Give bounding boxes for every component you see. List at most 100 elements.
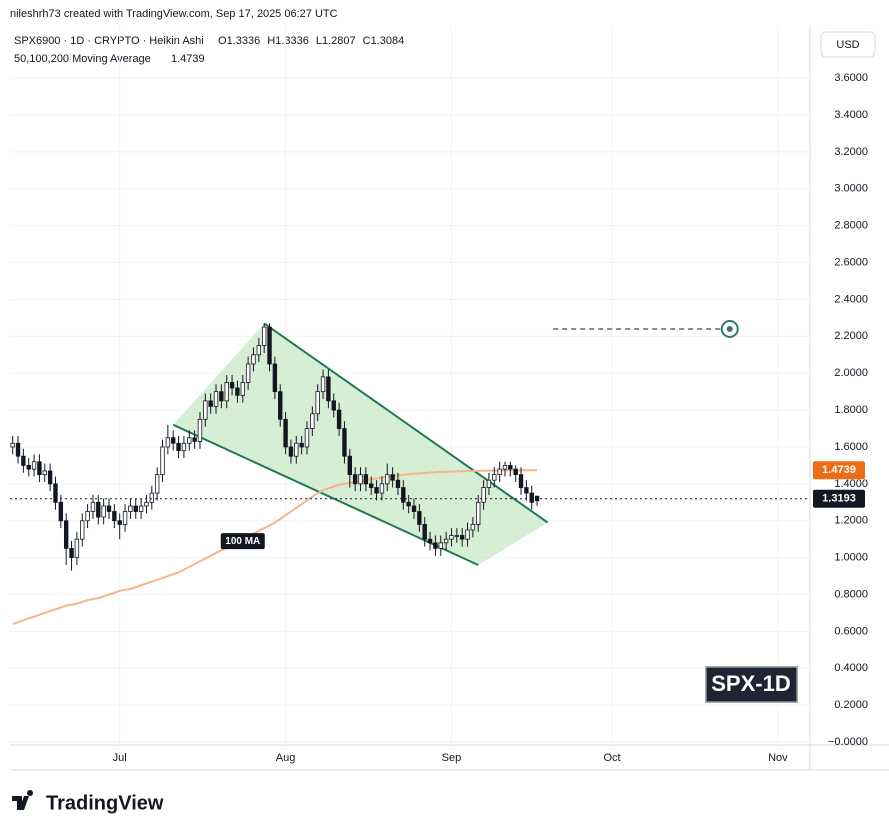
y-tick-label: −0.0000 xyxy=(828,736,868,748)
candle-body xyxy=(15,442,21,457)
candle-body xyxy=(26,465,31,470)
y-tick-label: 0.2000 xyxy=(834,699,868,711)
candle-body xyxy=(513,468,518,476)
y-tick-label: 3.6000 xyxy=(834,72,868,84)
candle-body xyxy=(47,470,53,485)
ohlc-label: L xyxy=(316,35,322,47)
candle-body xyxy=(272,363,278,393)
candle-body xyxy=(181,442,187,452)
candle-body xyxy=(37,461,42,476)
candle-body xyxy=(80,520,85,540)
ma-annotation: 100 MA xyxy=(225,536,260,547)
ohlc-label: O xyxy=(218,35,227,47)
candle-body xyxy=(524,487,529,494)
ma-legend-value: 1.4739 xyxy=(171,53,205,65)
candle-body xyxy=(427,538,433,544)
credit: nileshrh73 created with TradingView.com,… xyxy=(10,8,338,20)
candle-body xyxy=(160,446,165,476)
candle-body xyxy=(203,400,208,420)
y-tick-label: 0.6000 xyxy=(834,625,868,637)
candle-body xyxy=(85,511,90,522)
last-price-box xyxy=(813,489,865,508)
candle-body xyxy=(304,428,310,448)
y-tick-label: 1.2000 xyxy=(834,515,868,527)
candle-body xyxy=(278,391,283,420)
candle-body xyxy=(74,538,80,559)
ohlc-label: H xyxy=(267,35,275,47)
wedge-upper-line xyxy=(263,322,549,524)
ohlc-value: 1.2807 xyxy=(322,35,356,47)
y-tick-label: 0.8000 xyxy=(834,588,868,600)
candle-body xyxy=(529,492,534,503)
y-tick-label: 2.2000 xyxy=(834,330,868,342)
ohlc-value: 1.3084 xyxy=(371,35,405,47)
candle-body xyxy=(101,505,106,518)
candle-body xyxy=(251,354,256,365)
candle-body xyxy=(63,520,69,549)
candle-body xyxy=(165,437,171,448)
candle-body xyxy=(481,487,486,503)
candle-body xyxy=(133,505,138,512)
moving-average xyxy=(12,469,538,625)
candle-body xyxy=(497,468,502,476)
candle-body xyxy=(219,391,224,402)
ma-price-label: 1.4739 xyxy=(822,464,856,476)
candle-body xyxy=(267,326,272,365)
candle-body xyxy=(213,391,219,407)
ma-legend-label: 50,100,200 Moving Average xyxy=(14,53,151,65)
candle-body xyxy=(176,442,181,452)
candle-body xyxy=(342,428,347,457)
ma-price-box xyxy=(813,461,865,480)
candle-body xyxy=(363,474,369,485)
x-tick-label: Oct xyxy=(603,752,620,764)
y-tick-label: 1.4000 xyxy=(834,478,868,490)
candle-body xyxy=(374,487,379,494)
candle-body xyxy=(171,437,176,444)
candle-body xyxy=(443,538,449,544)
candle-body xyxy=(283,418,288,448)
candle-body xyxy=(449,535,454,540)
candle-body xyxy=(395,479,401,488)
x-tick-label: Aug xyxy=(276,752,296,764)
y-tick-label: 1.0000 xyxy=(834,552,868,564)
candle-body xyxy=(508,465,513,470)
candle-body xyxy=(518,474,524,488)
currency[interactable]: USD xyxy=(836,39,859,51)
candle-body xyxy=(406,501,411,507)
candle-body xyxy=(470,524,476,531)
candle-body xyxy=(106,505,112,512)
last-price-label: 1.3193 xyxy=(822,493,856,505)
watermark-box xyxy=(705,666,798,703)
candle-body xyxy=(369,483,374,488)
candle-body xyxy=(438,542,443,549)
watermark: SPX-1D xyxy=(711,671,790,696)
y-tick-label: 2.6000 xyxy=(834,256,868,268)
candle-body xyxy=(240,382,245,396)
candle-body xyxy=(144,501,149,507)
candle-body xyxy=(358,474,363,485)
candle-body xyxy=(299,442,304,448)
candle-body xyxy=(149,492,155,503)
candle-body xyxy=(154,474,160,494)
x-tick-label: Jul xyxy=(113,752,127,764)
candle-body xyxy=(208,400,213,407)
y-tick-label: 2.4000 xyxy=(834,293,868,305)
candle-body xyxy=(53,483,58,503)
candle-body xyxy=(401,487,406,503)
candle-body xyxy=(187,437,192,444)
wedge-lower-line xyxy=(172,423,479,566)
candle-body xyxy=(310,413,315,429)
chart-title: SPX6900 · 1D · CRYPTO · Heikin Ashi xyxy=(14,35,204,47)
candle-body xyxy=(21,455,26,466)
y-tick-label: 2.0000 xyxy=(834,367,868,379)
candle-body xyxy=(42,470,47,476)
candle-body xyxy=(492,474,497,481)
currency-button[interactable] xyxy=(820,31,876,58)
candle-body xyxy=(288,446,294,457)
candle-body xyxy=(90,501,96,512)
brand: TradingView xyxy=(46,792,164,814)
candle-body xyxy=(235,387,240,396)
candle-body xyxy=(128,505,133,512)
